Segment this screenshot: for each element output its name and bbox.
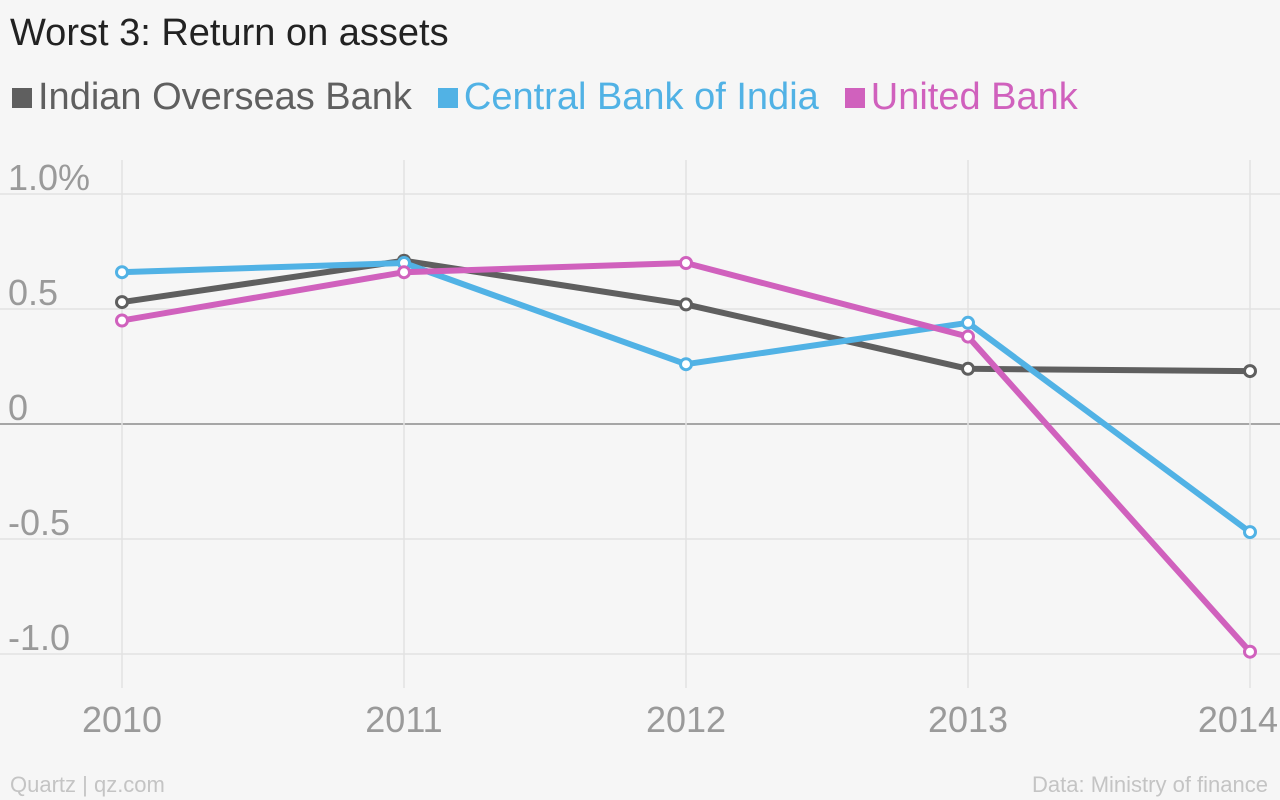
legend-label-indian-overseas-bank: Indian Overseas Bank — [38, 76, 412, 118]
legend-item-indian-overseas-bank: Indian Overseas Bank — [12, 76, 412, 119]
data-point-indian-overseas-bank-2010 — [115, 295, 129, 310]
chart-title: Worst 3: Return on assets — [10, 12, 449, 54]
y-tick-label-2: 0 — [8, 387, 28, 428]
x-tick-label-2010: 2010 — [82, 699, 162, 740]
y-tick-label-3: -0.5 — [8, 502, 70, 543]
data-point-central-bank-of-india-2010 — [115, 265, 129, 280]
data-point-united-bank-2011 — [397, 265, 411, 280]
legend-label-central-bank-of-india: Central Bank of India — [463, 76, 819, 118]
footer-source-right: Data: Ministry of finance — [1032, 772, 1268, 797]
x-tick-label-2014: 2014 — [1198, 699, 1278, 740]
legend-item-united-bank: United Bank — [844, 76, 1078, 119]
data-point-united-bank-2012 — [679, 256, 693, 270]
footer-source-left: Quartz | qz.com — [10, 772, 165, 797]
legend-swatch-indian-overseas-bank — [12, 87, 32, 108]
chart-legend: Indian Overseas Bank Central Bank of Ind… — [12, 76, 1104, 119]
data-point-united-bank-2014 — [1243, 644, 1257, 659]
data-point-indian-overseas-bank-2013 — [961, 361, 975, 376]
data-point-united-bank-2013 — [961, 329, 975, 344]
data-point-indian-overseas-bank-2012 — [679, 297, 693, 312]
data-point-united-bank-2010 — [115, 313, 129, 328]
data-point-central-bank-of-india-2013 — [961, 315, 975, 330]
legend-swatch-central-bank-of-india — [437, 87, 458, 108]
x-tick-label-2013: 2013 — [928, 699, 1008, 740]
data-point-central-bank-of-india-2012 — [679, 357, 693, 372]
x-tick-label-2012: 2012 — [646, 699, 726, 740]
data-point-central-bank-of-india-2014 — [1243, 525, 1257, 540]
x-tick-label-2011: 2011 — [365, 699, 442, 740]
y-tick-label-4: -1.0 — [8, 617, 70, 658]
legend-swatch-united-bank — [844, 87, 865, 108]
y-tick-label-0: 1.0% — [8, 157, 90, 198]
y-tick-label-1: 0.5 — [8, 272, 58, 313]
legend-item-central-bank-of-india: Central Bank of India — [437, 76, 819, 119]
data-point-indian-overseas-bank-2014 — [1243, 364, 1257, 379]
legend-label-united-bank: United Bank — [870, 76, 1078, 118]
